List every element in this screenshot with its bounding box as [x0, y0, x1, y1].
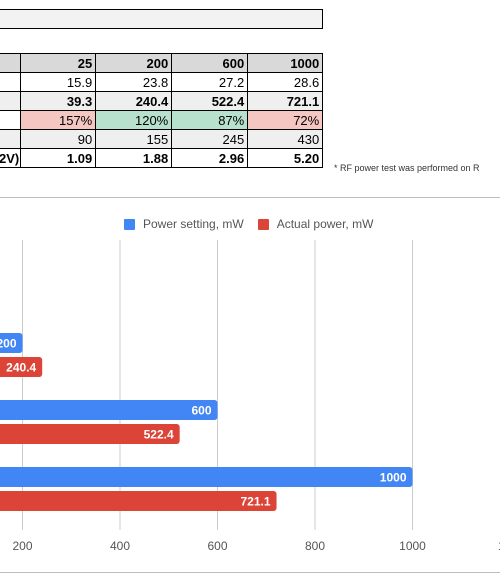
table-cell: 2V) — [0, 148, 22, 168]
x-tick-label: 400 — [110, 539, 130, 553]
x-tick-label: 800 — [305, 539, 325, 553]
title-box — [0, 9, 323, 29]
percent-cell: 72% — [247, 110, 324, 130]
table-cell: 23.8 — [95, 72, 173, 92]
bar-value-label: 200 — [0, 337, 17, 351]
percent-cell: 87% — [171, 110, 249, 130]
legend-swatch-blue — [124, 218, 135, 230]
header-cell: 25 — [20, 53, 97, 73]
table-row: 2V) 1.09 1.88 2.96 5.20 — [0, 148, 324, 168]
x-tick-label: 1000 — [399, 539, 426, 553]
header-cell: 600 — [171, 53, 249, 73]
bar — [0, 491, 277, 511]
table-cell: 28.6 — [247, 72, 324, 92]
table-row: 39.3 240.4 522.4 721.1 — [0, 91, 324, 111]
table-cell: 5.20 — [247, 148, 324, 168]
bar-value-label: 240.4 — [6, 361, 36, 375]
bar — [0, 357, 43, 377]
bar — [0, 467, 413, 487]
table-cell — [0, 72, 22, 92]
x-tick-label: 1 — [498, 539, 500, 553]
legend-item: Actual power, mW — [257, 217, 374, 231]
table-row-percent: 157% 120% 87% 72% — [0, 110, 324, 130]
power-table: 25 200 600 1000 15.9 23.8 27.2 28.6 39.3… — [0, 53, 324, 168]
table-cell — [0, 129, 22, 149]
bar-value-label: 522.4 — [144, 428, 174, 442]
table-cell: 39.3 — [20, 91, 97, 111]
legend-swatch-red — [257, 218, 269, 230]
bar — [0, 400, 218, 420]
table-cell — [0, 110, 22, 130]
table-cell: 522.4 — [171, 91, 249, 111]
x-tick-label: 200 — [12, 539, 32, 553]
legend-label: Power setting, mW — [143, 217, 244, 231]
divider-bottom — [0, 572, 500, 573]
bar-value-label: 721.1 — [241, 495, 271, 509]
table-cell: 721.1 — [247, 91, 324, 111]
table-cell: 2.96 — [171, 148, 249, 168]
legend-label: Actual power, mW — [276, 217, 374, 231]
table-cell: 90 — [20, 129, 97, 149]
header-cell: 200 — [95, 53, 173, 73]
table-header-row: 25 200 600 1000 — [0, 53, 324, 73]
x-tick-label: 600 — [207, 539, 227, 553]
table-cell: 240.4 — [95, 91, 173, 111]
bar — [0, 333, 23, 353]
table-cell: 27.2 — [171, 72, 249, 92]
bar-value-label: 600 — [191, 404, 211, 418]
table-row: 15.9 23.8 27.2 28.6 — [0, 72, 324, 92]
percent-cell: 157% — [20, 110, 97, 130]
chart-legend: Power setting, mW Actual power, mW — [124, 217, 373, 231]
divider — [0, 197, 500, 198]
footnote: * RF power test was performed on R — [334, 163, 480, 173]
bar-value-label: 1000 — [380, 471, 407, 485]
header-cell: 1000 — [247, 53, 324, 73]
bar — [0, 424, 180, 444]
table-cell — [0, 91, 22, 111]
table-cell: 1.09 — [20, 148, 97, 168]
table-cell: 1.88 — [95, 148, 173, 168]
legend-item: Power setting, mW — [124, 217, 244, 231]
percent-cell: 120% — [95, 110, 173, 130]
